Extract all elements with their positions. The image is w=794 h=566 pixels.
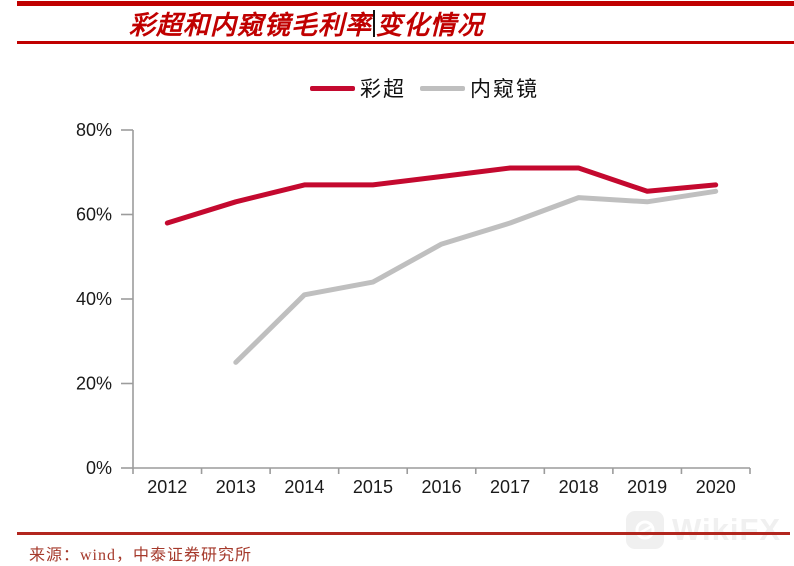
x-axis-label: 2013: [216, 477, 256, 497]
x-axis-label: 2019: [627, 477, 667, 497]
legend: 彩超 内窥镜: [310, 73, 539, 103]
y-axis-label: 40%: [76, 289, 112, 309]
y-axis-label: 0%: [86, 458, 112, 478]
top-accent-bar: [17, 1, 794, 6]
footer-divider: [17, 532, 790, 535]
legend-item-neikuijing: 内窥镜: [420, 73, 539, 103]
legend-swatch-red-line: [310, 85, 355, 91]
legend-swatch-gray-line: [420, 85, 465, 91]
x-axis-label: 2017: [490, 477, 530, 497]
axes: [132, 130, 750, 469]
text-cursor: [373, 9, 376, 37]
x-axis-label: 2016: [421, 477, 461, 497]
x-axis-label: 2020: [696, 477, 736, 497]
y-axis-label: 60%: [76, 205, 112, 225]
x-axis-label: 2012: [147, 477, 187, 497]
x-axis-label: 2018: [559, 477, 599, 497]
x-axis-label: 2014: [284, 477, 324, 497]
chart-title[interactable]: 彩超和内窥镜毛利率 变化情况: [129, 7, 485, 40]
title-text-right: 变化情况: [376, 10, 485, 40]
source-note: 来源：wind，中泰证券研究所: [29, 547, 253, 564]
title-underline: [17, 41, 794, 44]
series-line-彩超: [164, 165, 719, 226]
watermark: WikiFX: [626, 511, 781, 549]
legend-label-neikuijing: 内窥镜: [470, 77, 539, 101]
x-axis-label: 2015: [353, 477, 393, 497]
series-line-内窥镜: [233, 188, 719, 365]
y-axis-label: 80%: [76, 120, 112, 140]
y-axis-label: 20%: [76, 374, 112, 394]
title-text-left: 彩超和内窥镜毛利率: [129, 10, 373, 40]
legend-item-caichao: 彩超: [310, 73, 406, 103]
watermark-text: WikiFX: [672, 512, 782, 547]
legend-label-caichao: 彩超: [360, 77, 406, 101]
